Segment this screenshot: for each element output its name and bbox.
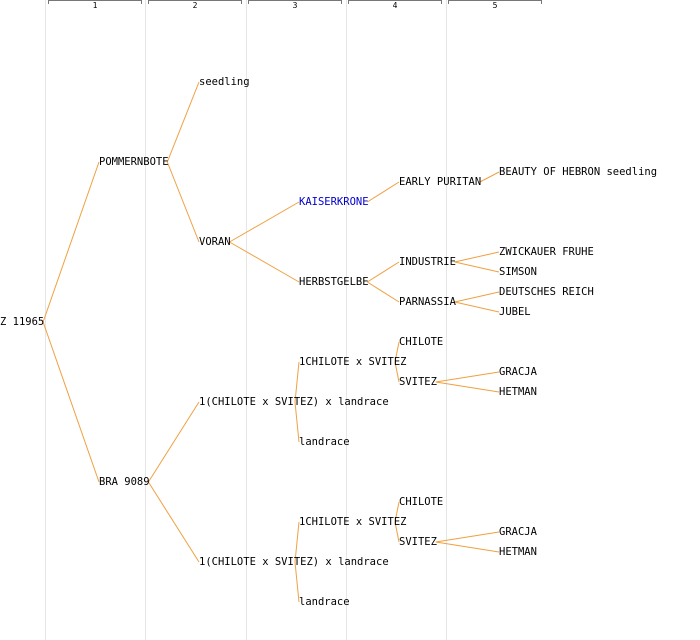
edge-g4a-g5a: [479, 171, 500, 183]
edge-g1a-g2b: [166, 161, 200, 243]
edge-g3b-g4b: [367, 261, 400, 283]
pedigree-node-gracja[interactable]: GRACJA: [499, 366, 537, 378]
pedigree-node-deutsches-reich[interactable]: DEUTSCHES REICH: [499, 286, 594, 298]
edge-g4e-g5f: [435, 371, 500, 383]
edge-root-g1b: [42, 321, 100, 483]
generation-number: 1: [92, 1, 98, 10]
generation-number: 2: [192, 1, 198, 10]
pedigree-node-simson[interactable]: SIMSON: [499, 266, 537, 278]
pedigree-node-1chilote-x-svitez[interactable]: 1CHILOTE x SVITEZ: [299, 356, 407, 368]
edge-g1a-g2a: [166, 81, 200, 163]
edge-g3a-g4a: [367, 181, 400, 203]
edge-g2b-g3b: [229, 241, 300, 283]
pedigree-node-chilote[interactable]: CHILOTE: [399, 496, 444, 508]
edge-g3b-g4c: [367, 281, 400, 303]
pedigree-node-pommernbote[interactable]: POMMERNBOTE: [99, 156, 169, 168]
generation-separator: [446, 0, 447, 640]
edge-g4c-g5d: [454, 291, 500, 303]
generation-separator: [246, 0, 247, 640]
generation-number: 3: [292, 1, 298, 10]
edge-g4g-g5i: [435, 541, 500, 553]
generation-number: 4: [392, 1, 398, 10]
edge-g4b-g5b: [454, 251, 500, 263]
pedigree-node-parnassia[interactable]: PARNASSIA: [399, 296, 456, 308]
generation-separator: [145, 0, 146, 640]
generation-bracket: [448, 0, 542, 4]
pedigree-node-landrace[interactable]: landrace: [299, 596, 350, 608]
generation-bracket: [248, 0, 342, 4]
edge-g2c-g3d: [294, 401, 300, 443]
generation-bracket: [148, 0, 242, 4]
pedigree-node-gracja[interactable]: GRACJA: [499, 526, 537, 538]
pedigree-node-bra-9089[interactable]: BRA 9089: [99, 476, 150, 488]
pedigree-node-industrie[interactable]: INDUSTRIE: [399, 256, 456, 268]
pedigree-node-kaiserkrone[interactable]: KAISERKRONE: [299, 196, 369, 208]
pedigree-node-1chilote-x-svitez[interactable]: 1CHILOTE x SVITEZ: [299, 516, 407, 528]
edge-g4e-g5g: [435, 381, 500, 393]
pedigree-node-z-11965[interactable]: Z 11965: [0, 316, 45, 328]
pedigree-node-hetman[interactable]: HETMAN: [499, 546, 537, 558]
edge-g2c-g3c: [294, 361, 300, 403]
pedigree-node-svitez[interactable]: SVITEZ: [399, 376, 437, 388]
pedigree-node-zwickauer-fruhe[interactable]: ZWICKAUER FRUHE: [499, 246, 594, 258]
pedigree-node-chilote[interactable]: CHILOTE: [399, 336, 444, 348]
generation-number: 5: [492, 1, 498, 10]
pedigree-node-1-chilote-x-svitez-x-landrace[interactable]: 1(CHILOTE x SVITEZ) x landrace: [199, 556, 389, 568]
pedigree-node-jubel[interactable]: JUBEL: [499, 306, 531, 318]
pedigree-node-voran[interactable]: VORAN: [199, 236, 231, 248]
pedigree-node-herbstgelbe[interactable]: HERBSTGELBE: [299, 276, 369, 288]
pedigree-node-beauty-of-hebron-seedling[interactable]: BEAUTY OF HEBRON seedling: [499, 166, 658, 178]
pedigree-node-early-puritan[interactable]: EARLY PURITAN: [399, 176, 482, 188]
edge-g4g-g5h: [435, 531, 500, 543]
generation-bracket: [48, 0, 142, 4]
edge-root-g1a: [42, 161, 100, 323]
generation-separator: [346, 0, 347, 640]
edge-g2b-g3a: [229, 201, 300, 243]
pedigree-node-hetman[interactable]: HETMAN: [499, 386, 537, 398]
edge-g4c-g5e: [454, 301, 500, 313]
edge-g2d-g3e: [294, 521, 300, 563]
edge-g1b-g2d: [147, 481, 200, 563]
generation-separator: [45, 0, 46, 640]
edge-g3e-g4g: [394, 521, 400, 543]
edge-g3c-g4e: [394, 361, 400, 383]
edge-g2d-g3f: [294, 561, 300, 603]
generation-bracket: [348, 0, 442, 4]
edge-g3c-g4d: [394, 341, 400, 363]
edge-g4b-g5c: [454, 261, 500, 273]
pedigree-node-landrace[interactable]: landrace: [299, 436, 350, 448]
pedigree-node-svitez[interactable]: SVITEZ: [399, 536, 437, 548]
edge-g3e-g4f: [394, 501, 400, 523]
pedigree-node-1-chilote-x-svitez-x-landrace[interactable]: 1(CHILOTE x SVITEZ) x landrace: [199, 396, 389, 408]
edge-g1b-g2c: [147, 401, 200, 483]
pedigree-node-seedling[interactable]: seedling: [199, 76, 250, 88]
